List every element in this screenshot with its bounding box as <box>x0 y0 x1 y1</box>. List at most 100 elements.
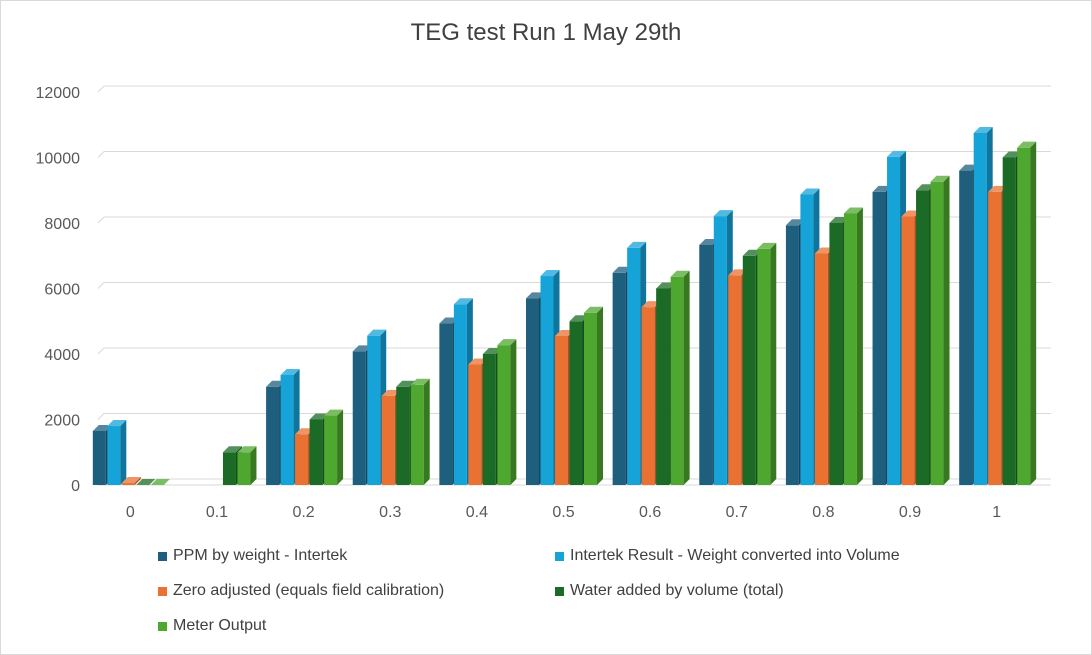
bar <box>136 479 156 485</box>
bar-top <box>713 210 733 217</box>
bar-front <box>324 415 338 485</box>
bar-top <box>1002 151 1022 158</box>
bar-top <box>136 479 156 485</box>
x-tick-label: 0.5 <box>552 504 574 521</box>
bar-side <box>597 306 603 485</box>
bar-front <box>121 483 135 485</box>
bar-front <box>497 345 511 485</box>
legend-label: Meter Output <box>173 617 267 634</box>
bar-top <box>1017 141 1037 148</box>
legend-item: Meter Output <box>158 617 266 635</box>
bar-top <box>959 164 979 171</box>
bar-front <box>829 223 843 485</box>
bar-front <box>670 276 684 485</box>
bar-side <box>856 207 863 485</box>
bar-top <box>641 301 661 308</box>
bar-top <box>916 184 936 191</box>
legend-label: Zero adjusted (equals field calibration) <box>173 582 445 599</box>
bar-top <box>800 188 820 195</box>
bar-top <box>829 217 849 223</box>
y-tick-label: 0 <box>71 478 80 495</box>
bar-front <box>482 354 496 485</box>
x-tick-label: 0 <box>126 504 135 521</box>
bar-top <box>988 185 1008 192</box>
bar-front <box>569 321 583 485</box>
bar-top <box>410 378 430 385</box>
bar-top <box>367 329 387 336</box>
bar-front <box>584 312 597 485</box>
bar-top <box>121 477 141 484</box>
bar <box>584 306 603 485</box>
bar-front <box>901 216 915 485</box>
bar <box>930 175 950 486</box>
legend-swatch <box>555 551 564 561</box>
bar-front <box>916 190 930 485</box>
bar-top <box>150 479 170 485</box>
bar <box>150 479 170 485</box>
x-tick-label: 0.6 <box>639 504 661 521</box>
bar-front <box>800 194 814 485</box>
bar-top <box>785 219 805 226</box>
x-tick-label: 0.4 <box>466 504 488 521</box>
y-tick-label: 2000 <box>44 413 80 430</box>
legend-item: PPM by weight - Intertek <box>158 547 347 565</box>
x-tick-label: 1 <box>992 504 1001 521</box>
bar <box>237 446 257 485</box>
bar-front <box>612 272 626 485</box>
bar-front <box>453 304 467 485</box>
chart-title: TEG test Run 1 May 29th <box>410 19 682 46</box>
bar-side <box>134 477 141 485</box>
legend-item: Zero adjusted (equals field calibration) <box>158 582 444 600</box>
bar <box>324 409 344 485</box>
y-tick-label: 6000 <box>44 282 80 299</box>
bar-front <box>973 132 987 485</box>
bar-top <box>439 317 459 324</box>
bar-top <box>526 292 545 299</box>
bar-top <box>540 270 560 277</box>
bar-front <box>266 386 280 485</box>
x-tick-label: 0.9 <box>899 504 921 521</box>
bar <box>121 477 141 485</box>
bar <box>670 270 690 485</box>
bar-top <box>930 175 950 182</box>
bar-front <box>1002 157 1016 485</box>
legend-swatch <box>158 586 167 596</box>
bar-top <box>555 329 574 336</box>
bar-front <box>930 181 944 486</box>
bar-top <box>584 306 603 313</box>
bar-front <box>468 364 482 485</box>
legend-item: Intertek Result - Weight converted into … <box>555 547 900 565</box>
bar-top <box>973 126 993 133</box>
bar-top <box>309 413 329 420</box>
x-tick-label: 0.7 <box>726 504 748 521</box>
bar-top <box>324 409 344 416</box>
bar-front <box>1017 147 1031 486</box>
bar-front <box>439 323 453 485</box>
legend-label: Water added by volume (total) <box>570 582 784 599</box>
bar-top <box>107 420 127 427</box>
bar-front <box>699 244 713 485</box>
y-tick-label: 8000 <box>44 216 80 233</box>
bar-front <box>237 452 251 485</box>
bar-side <box>337 409 344 485</box>
bar-top <box>887 150 907 157</box>
bar <box>410 378 430 485</box>
bar-top <box>872 185 892 192</box>
bar-side <box>250 446 257 485</box>
bar-front <box>222 452 236 485</box>
bar-front <box>887 156 901 485</box>
bar-top <box>295 428 315 435</box>
bar-side <box>683 270 690 485</box>
bar-top <box>656 282 676 289</box>
bar-top <box>237 446 257 453</box>
bar-front <box>959 170 973 485</box>
bar-front <box>280 374 294 485</box>
gridline-depth <box>97 347 105 355</box>
bar-side <box>770 242 777 485</box>
bar-top <box>612 266 632 273</box>
bar-front <box>627 247 641 485</box>
bar <box>757 242 777 485</box>
bar-top <box>468 358 488 365</box>
bar-front <box>555 335 568 485</box>
x-tick-label: 0.8 <box>812 504 834 521</box>
